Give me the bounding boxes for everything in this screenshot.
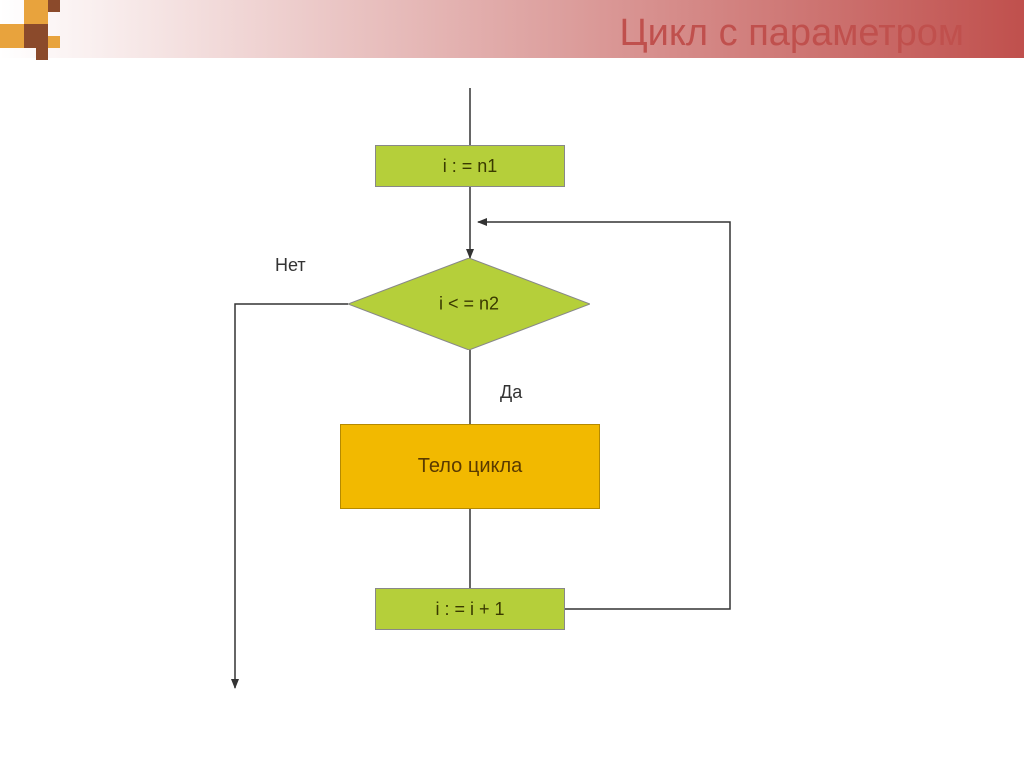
flowchart-node-body: Тело цикла [340,424,600,509]
edge-label-e-cond-body: Да [500,382,522,403]
flowchart-node-cond: i < = n2 [348,258,590,350]
edge-label-e-cond-no: Нет [275,255,306,276]
flowchart-node-incr: i : = i + 1 [375,588,565,630]
flowchart-node-init: i : = n1 [375,145,565,187]
node-label: i : = i + 1 [435,599,504,620]
node-label: Тело цикла [418,455,523,478]
node-label: i : = n1 [443,156,498,177]
node-label: i < = n2 [439,294,499,315]
